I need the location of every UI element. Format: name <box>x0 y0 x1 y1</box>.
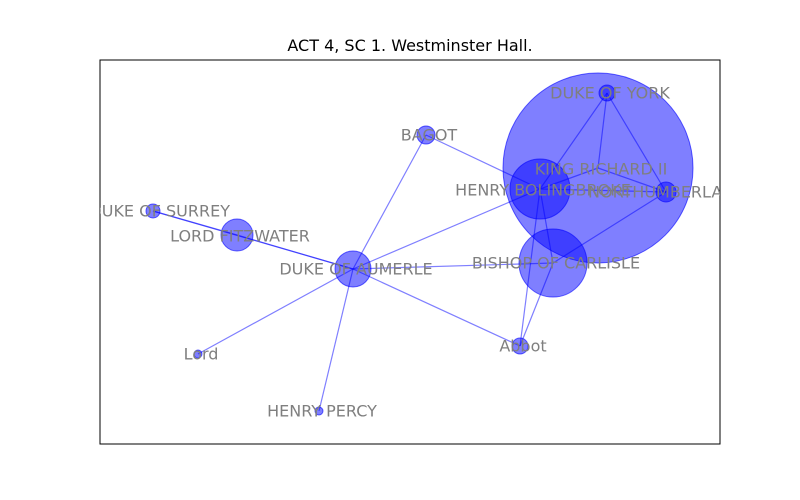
nodes-layer <box>145 72 694 416</box>
node-bagot <box>416 125 436 145</box>
node-label-percy: HENRY PERCY <box>267 402 377 421</box>
node-north <box>655 181 677 203</box>
edge-aumerle-percy <box>318 268 354 412</box>
node-label-carlisle: BISHOP OF CARLISLE <box>472 254 640 273</box>
node-label-abbot: Abbot <box>499 337 546 356</box>
node-lord <box>193 349 203 359</box>
node-aumerle <box>334 250 372 288</box>
node-label-surrey: DUKE OF SURREY <box>89 202 230 221</box>
node-surrey <box>145 203 161 219</box>
node-label-aumerle: DUKE OF AUMERLE <box>279 260 432 279</box>
edge-aumerle-abbot <box>352 268 521 347</box>
edge-aumerle-fitz <box>236 234 354 270</box>
node-label-lord: Lord <box>184 345 219 364</box>
labels-layer: KING RICHARD II DUKE OF YORK BAGOT HENRY BO… <box>89 84 747 421</box>
node-label-king: KING RICHARD II <box>535 160 668 179</box>
plot-frame <box>99 59 721 445</box>
node-york <box>598 84 616 102</box>
node-label-north: NORTHUMBERLAND <box>588 183 747 202</box>
edge-aumerle-lord <box>197 268 354 355</box>
node-label-boling: HENRY BOLINGBROKE <box>455 181 631 200</box>
node-label-bagot: BAGOT <box>401 126 458 145</box>
edge-aumerle-boling <box>352 188 541 270</box>
node-abbot <box>511 337 529 355</box>
edge-aumerle-bagot <box>352 134 427 270</box>
node-label-fitz: LORD FITZWATER <box>170 227 310 246</box>
node-fitz <box>220 218 254 252</box>
node-carlisle <box>518 228 588 298</box>
node-percy <box>314 406 324 416</box>
node-label-york: DUKE OF YORK <box>550 84 670 103</box>
figure-title: ACT 4, SC 1. Westminster Hall. <box>287 36 532 55</box>
node-boling <box>509 158 571 220</box>
